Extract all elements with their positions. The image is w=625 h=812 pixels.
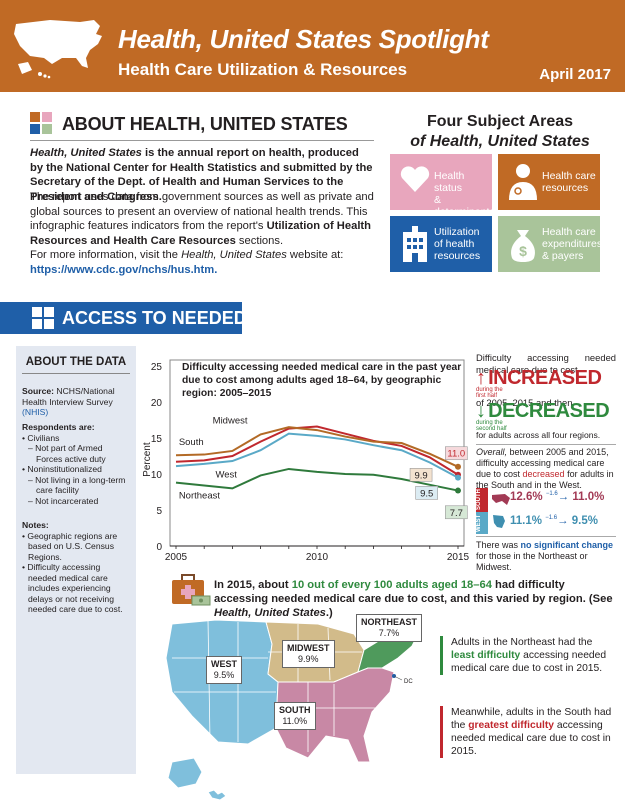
y-tick-label: 5 (156, 506, 162, 517)
divider (30, 140, 374, 141)
series-label-west: West (215, 470, 237, 481)
end-label-box (445, 446, 468, 461)
divider (22, 373, 130, 374)
squares-icon (32, 307, 54, 329)
all-regions-text: for adults across all four regions. (476, 430, 601, 440)
about-data-sidebar (16, 346, 136, 774)
x-tick-label: 2005 (165, 552, 188, 563)
west-region-icon (493, 515, 505, 528)
tile-expenditures[interactable]: $ Health care expenditures & payers (498, 216, 602, 272)
sidebar-respondents: Respondents are: • Civilians – Not part … (22, 422, 126, 506)
dc-label: DC (404, 679, 413, 685)
end-value-label: 9.9 (414, 470, 427, 481)
end-value-label: 11.0 (447, 449, 465, 460)
subject-areas-heading: Four Subject Areas of Health, United Sta… (410, 113, 590, 150)
south-region-icon (492, 494, 510, 505)
overall-text: Overall, between 2005 and 2015, difficul… (476, 447, 614, 490)
tile-health-care-resources[interactable]: Health care resources (498, 154, 600, 210)
end-value-label: 9.5 (420, 488, 433, 499)
sidebar-source: Source: NCHS/National Health Interview S… (22, 386, 115, 417)
sidebar-notes: Notes: • Geographic regions are based on… (22, 520, 123, 614)
medical-kit-icon (172, 574, 211, 606)
series-line-west (175, 432, 459, 479)
tile-utilization[interactable]: Utilization of health resources (390, 216, 492, 272)
heart-icon (400, 166, 430, 192)
header-banner: Health, United States Spotlight Health C… (0, 0, 625, 92)
west-change: 11.1% −1.6→ 9.5% (510, 515, 598, 527)
y-tick-label: 25 (151, 362, 163, 373)
series-endpoint-northeast (455, 487, 461, 494)
series-label-south: South (179, 437, 204, 448)
region-label-midwest: MIDWEST 9.9% (282, 640, 335, 668)
no-change-text: There was no significant change for thos… (476, 540, 614, 572)
about-heading: ABOUT HEALTH, UNITED STATES (62, 114, 348, 134)
series-endpoint-west (455, 474, 461, 481)
south-note: Meanwhile, adults in the South had the g… (440, 706, 612, 758)
x-tick-label: 2015 (447, 552, 470, 563)
about-paragraph-2: The report uses data from government sou… (30, 191, 374, 247)
line-chart: 0 5 10 15 20 25 Percent 2005 2010 2015 Midwest Sout… (142, 359, 470, 563)
bottom-headline: In 2015, about 10 out of every 100 adult… (214, 579, 613, 619)
x-tick-label: 2010 (306, 552, 329, 563)
sidebar-heading: ABOUT THE DATA (25, 356, 127, 368)
header-date: April 2017 (539, 66, 611, 83)
doctor-icon (509, 164, 537, 200)
divider (476, 536, 616, 537)
region-label-west: WEST 9.5% (206, 656, 242, 684)
region-label-northeast: NORTHEAST 7.7% (356, 614, 422, 642)
y-tick-label: 20 (151, 398, 163, 409)
y-tick-label: 15 (151, 434, 163, 445)
map-alaska (167, 757, 203, 789)
south-tag: SOUTH (476, 488, 488, 512)
tile-health-status[interactable]: Health status & determinants (390, 154, 495, 218)
money-bag-icon: $ (511, 230, 535, 262)
down-arrow-icon: ↓ (476, 400, 486, 422)
up-arrow-icon: ↑ (476, 367, 486, 389)
south-change: 12.6% −1.6→ 11.0% (510, 491, 605, 503)
header-subtitle: Health Care Utilization & Resources (118, 60, 408, 79)
y-axis-label: Percent (142, 442, 153, 477)
about-paragraph-3: For more information, visit the Health, … (30, 249, 344, 276)
series-endpoint-south (455, 463, 461, 470)
series-label-northeast: Northeast (179, 490, 221, 501)
y-tick-label: 10 (151, 470, 163, 481)
hospital-icon (403, 226, 427, 262)
end-label-box (415, 486, 439, 500)
map-south (275, 667, 395, 763)
svg-text:$: $ (519, 243, 527, 259)
series-line-midwest (175, 425, 459, 476)
y-tick-label: 0 (156, 542, 162, 553)
divider (476, 444, 616, 445)
end-label-box (409, 468, 433, 482)
hus-link[interactable]: https://www.cdc.gov/nchs/hus.htm. (30, 263, 218, 276)
chart-title: Difficulty accessing needed medical care… (182, 362, 462, 399)
northeast-note: Adults in the Northeast had the least di… (440, 636, 612, 675)
increased-row: ↑ INCREASED during the first half (476, 367, 602, 399)
end-label-box (445, 505, 468, 520)
squares-icon (30, 112, 52, 134)
about-paragraph-1: Health, United States is the annual repo… (30, 147, 373, 203)
map-hawaii (207, 789, 227, 801)
trend-intro: Difficulty accessing needed medical care… (476, 352, 616, 375)
west-tag: WEST (476, 512, 488, 534)
series-line-south (175, 426, 459, 468)
us-map-icon (14, 20, 102, 79)
access-heading: ACCESS TO NEEDED CARE (62, 308, 303, 328)
end-value-label: 7.7 (450, 508, 463, 519)
header-title: Health, United States Spotlight (118, 24, 489, 54)
region-label-south: SOUTH 11.0% (274, 702, 316, 730)
decreased-row: ↓ DECREASED during the second half (476, 400, 610, 432)
series-label-midwest: Midwest (213, 416, 248, 427)
of-years-text: of 2005–2015 and then (476, 397, 573, 408)
